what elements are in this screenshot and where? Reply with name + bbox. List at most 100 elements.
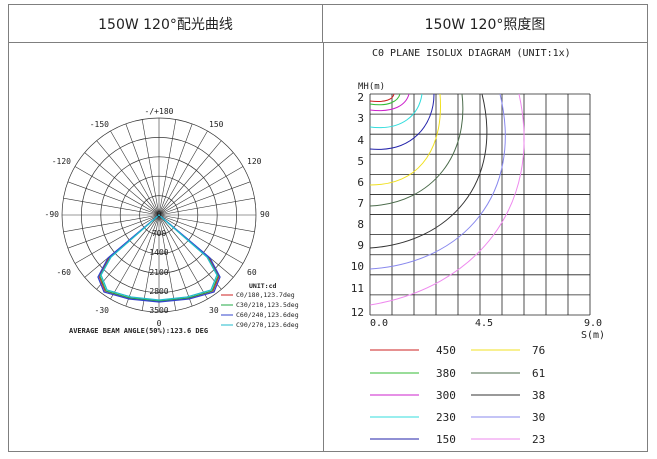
polar-diagram: -/+180 -150 150 -120 120 -90 90 -60 60 -… [45,107,299,335]
radial-label: 2800 [149,287,168,296]
polar-spoke [63,214,160,233]
contour-150 [369,93,435,150]
y-tick: 2 [357,91,364,104]
polar-spoke [158,214,208,300]
radial-label: 2100 [149,268,168,277]
contour-230 [369,93,423,129]
angle-label-60: 60 [247,268,257,277]
isolux-title: C0 PLANE ISOLUX DIAGRAM (UNIT:1x) [372,48,571,59]
polar-spoke [158,140,222,216]
beam-angle-text: AVERAGE BEAM ANGLE(50%):123.6 DEG [69,327,208,335]
polar-spoke [63,197,160,216]
polar-radial-labels: 0 700 1400 2100 2800 3500 [149,210,168,315]
y-tick: 11 [351,282,364,295]
isolux-grid [369,93,591,316]
y-tick: 7 [357,197,364,210]
contour-61 [369,93,464,207]
contour-38 [369,93,488,249]
angle-label-120: 120 [247,157,262,166]
y-tick: 3 [357,112,364,125]
legend-value-23: 23 [532,433,545,446]
figure-table: 150W 120°配光曲线 150W 120°照度图 [8,4,648,452]
polar-spoke [158,214,193,307]
isolux-diagram: C0 PLANE ISOLUX DIAGRAM (UNIT:1x) MH(m) … [351,48,605,446]
right-header-text: 150W 120°照度图 [424,16,546,33]
contour-76 [369,93,441,186]
polar-spoke [158,130,208,216]
polar-spoke [158,181,251,216]
legend-label-c90: C90/270,123.6deg [236,321,299,329]
legend-value-38: 38 [532,389,545,402]
contour-23 [369,93,525,306]
isolux-contours [369,93,525,306]
angle-label-m120: -120 [52,157,71,166]
legend-value-230: 230 [436,411,456,424]
column-divider [323,43,324,451]
angle-label-180: -/+180 [145,107,174,116]
angle-label-m60: -60 [57,268,72,277]
contour-300 [369,93,410,112]
legend-label-c60: C60/240,123.6deg [236,311,299,319]
angle-label-m30: -30 [95,306,110,315]
y-tick: 6 [357,176,364,189]
angle-label-30: 30 [209,306,219,315]
contour-380 [369,93,401,106]
polar-spoke [158,166,244,216]
left-header: 150W 120°配光曲线 [9,5,323,43]
radial-label: 0 [157,210,162,219]
legend-label-c30: C30/210,123.5deg [236,301,299,309]
legend-value-76: 76 [532,344,545,357]
x-tick: 4.5 [475,318,493,329]
polar-spoke [110,214,160,300]
angle-label-m90: -90 [45,210,60,219]
polar-spoke [125,214,160,307]
polar-spoke [158,197,255,216]
radial-label: 1400 [149,248,168,257]
x-tick: 9.0 [584,318,602,329]
polar-spoke [96,214,160,290]
legend-value-150: 150 [436,433,456,446]
polar-spoke [67,181,160,216]
polar-spoke [141,214,160,311]
polar-spoke [125,123,160,216]
x-tick: 0.0 [370,318,388,329]
angle-label-0: 0 [157,319,162,328]
angle-label-150: 150 [209,120,224,129]
isolux-xlabel: S(m) [581,330,605,341]
polar-spoke [158,214,244,264]
curve-c60 [97,214,221,303]
polar-spoke [141,119,160,216]
polar-legend: UNIT:cd C0/180,123.7deg C30/210,123.5deg… [221,282,299,329]
legend-value-380: 380 [436,367,456,380]
polar-spoke [158,214,255,233]
legend-value-450: 450 [436,344,456,357]
polar-angle-labels: -/+180 -150 150 -120 120 -90 90 -60 60 -… [45,107,270,328]
contour-450 [369,93,395,102]
legend-value-61: 61 [532,367,545,380]
angle-label-m150: -150 [90,120,109,129]
polar-spoke [84,152,160,216]
y-tick: 8 [357,218,364,231]
isolux-x-ticks: 0.0 4.5 9.0 [370,318,602,329]
isolux-ylabel: MH(m) [358,82,385,92]
unit-label: UNIT:cd [249,282,276,290]
polar-spoke [67,214,160,249]
isolux-y-ticks: 2 3 4 5 6 7 8 9 10 11 12 [351,91,365,319]
polar-curves [97,214,221,303]
right-header: 150W 120°照度图 [323,5,647,43]
y-tick: 10 [351,260,364,273]
y-tick: 5 [357,155,364,168]
isolux-legend: 450 76 380 61 300 38 230 30 150 23 [370,344,545,446]
polar-spoke [158,214,251,249]
polar-spoke [74,166,160,216]
y-tick: 9 [357,239,364,252]
radial-label: 3500 [149,306,168,315]
polar-spoke [74,214,160,264]
polar-spoke [158,123,193,216]
polar-spoke [158,214,222,290]
y-tick: 12 [351,306,364,319]
left-header-text: 150W 120°配光曲线 [98,16,233,33]
curve-c90 [100,214,218,301]
legend-value-300: 300 [436,389,456,402]
